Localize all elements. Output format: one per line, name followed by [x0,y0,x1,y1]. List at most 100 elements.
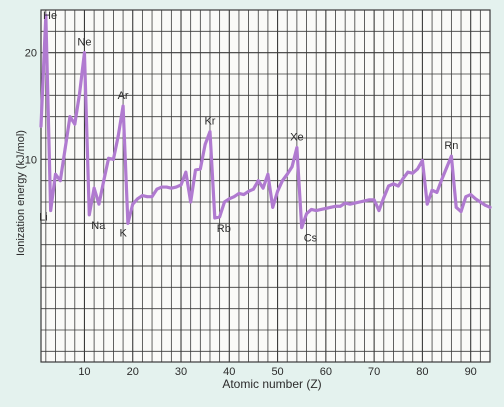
data-point [435,191,439,194]
data-point [165,185,168,189]
data-point [242,193,246,196]
annotation-k: K [120,227,128,239]
data-point [83,51,86,55]
data-point [169,186,173,190]
x-axis-label: Atomic number (Z) [222,377,321,391]
annotation-rb: Rb [217,223,231,235]
data-point [232,195,236,199]
data-point [445,166,448,170]
data-point [416,167,419,171]
data-point [300,226,304,230]
data-point [49,209,53,212]
data-point [290,165,294,169]
data-point [488,205,492,209]
data-point [189,200,193,204]
points-layer [39,13,492,230]
tick-labels: 10 20 30 40 50 60 70 80 90 10 20 [25,48,477,378]
data-point [155,187,159,191]
annotation-rn: Rn [444,140,458,152]
data-point [449,154,453,158]
data-point [44,13,48,17]
data-point [73,122,77,126]
data-point [459,210,463,214]
data-point [54,172,57,176]
y-axis-label: Ionization energy (kJ/mol) [15,130,27,256]
data-point [174,185,178,189]
x-tick-label: 40 [223,366,235,378]
data-point [261,186,265,190]
y-tick-label: 20 [25,48,37,60]
data-point [218,215,222,219]
data-point [121,104,125,108]
data-point [97,202,101,206]
data-point [440,178,444,182]
x-tick-label: 20 [127,366,139,378]
ionization-energy-line [39,13,492,230]
data-point [116,134,120,138]
x-tick-label: 50 [271,366,283,378]
data-point [401,177,405,180]
data-point [324,207,328,210]
annotation-ne: Ne [77,37,91,49]
data-point [107,156,110,160]
data-point [247,189,251,193]
data-point [92,186,96,190]
data-point [140,194,144,198]
series-layer [39,13,492,230]
data-point [309,208,313,211]
data-point [276,189,279,193]
data-point [295,146,299,150]
x-tick-label: 90 [465,366,477,378]
data-point [363,199,366,203]
data-point [68,115,72,119]
x-tick-label: 60 [320,366,332,378]
x-tick-label: 10 [78,366,90,378]
data-point [382,196,386,200]
data-point [343,201,347,205]
data-point [58,179,62,183]
data-point [425,202,429,206]
annotation-li: Li [39,212,48,224]
data-point [483,203,487,207]
data-point [198,167,202,171]
data-point [78,91,82,95]
data-point [474,197,477,201]
data-point [102,179,106,183]
grid [40,9,491,363]
data-point [179,183,183,187]
annotation-ar: Ar [118,90,129,102]
data-point [329,205,333,209]
data-point [160,185,164,189]
data-point [145,195,149,199]
data-point [469,193,473,196]
data-point [184,170,188,174]
data-point [63,147,67,151]
data-point [223,200,226,204]
data-point [387,184,391,188]
data-point [87,213,91,217]
data-point [454,205,458,209]
data-point [421,159,424,162]
y-tick-label: 10 [25,154,37,166]
data-point [208,130,212,134]
data-point [464,195,468,199]
annotation-na: Na [91,220,106,232]
data-point [353,201,357,205]
data-point [39,124,43,128]
data-point [203,143,207,146]
data-point [256,179,260,183]
data-point [348,202,352,206]
element-annotations: He Li Ne Na Ar K Kr Rb Xe Cs Rn [39,10,458,245]
data-point [126,221,130,225]
data-point [285,172,289,176]
data-point [367,198,371,202]
x-tick-label: 70 [368,366,380,378]
data-point [314,209,318,212]
data-point [372,198,376,202]
data-point [266,172,270,176]
data-point [305,212,308,216]
data-point [406,170,410,174]
data-point [392,182,395,186]
